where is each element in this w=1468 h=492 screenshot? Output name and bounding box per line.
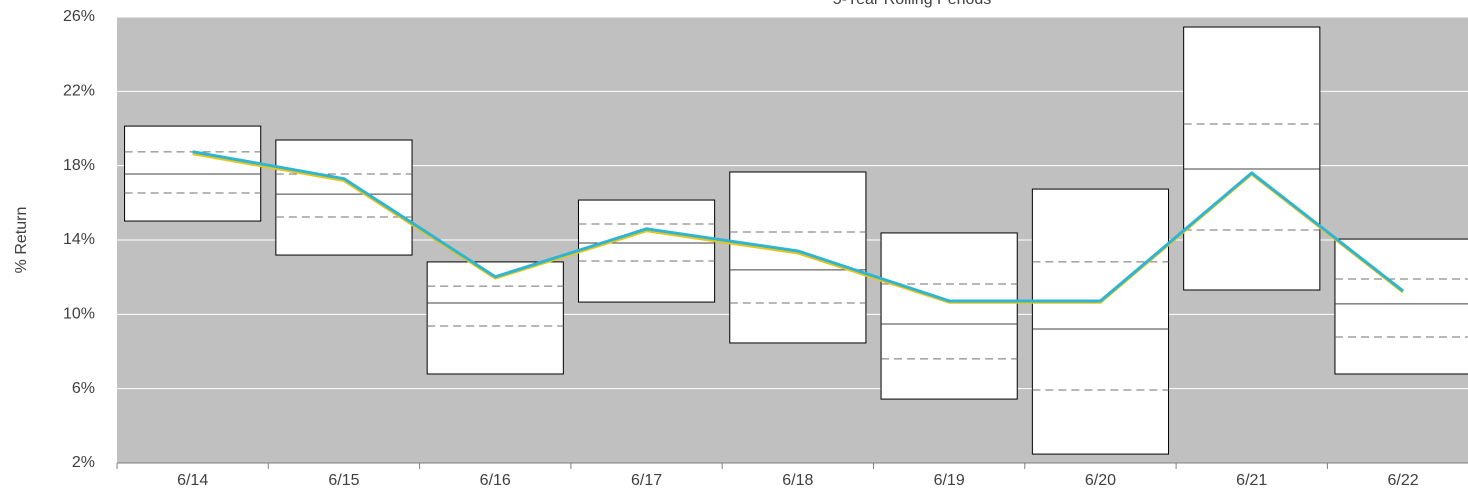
y-tick-label: 18% xyxy=(63,157,95,174)
box xyxy=(1031,188,1170,455)
x-tick-label: 6/17 xyxy=(631,472,662,489)
x-tick-label: 6/19 xyxy=(934,472,965,489)
box xyxy=(1334,238,1468,375)
x-tick-label: 6/14 xyxy=(177,472,208,489)
x-tick-label: 6/16 xyxy=(480,472,511,489)
y-axis-label: % Return xyxy=(13,207,30,274)
x-tick-label: 6/22 xyxy=(1387,472,1418,489)
y-tick-label: 22% xyxy=(63,83,95,100)
y-tick-label: 14% xyxy=(63,231,95,248)
x-tick-label: 6/20 xyxy=(1085,472,1116,489)
y-tick-label: 10% xyxy=(63,306,95,323)
box xyxy=(577,199,716,303)
box xyxy=(729,171,867,344)
series-line xyxy=(192,150,1404,303)
x-tick-label: 6/18 xyxy=(782,472,813,489)
y-tick-label: 6% xyxy=(72,380,95,397)
box xyxy=(880,232,1018,400)
box xyxy=(1183,26,1321,291)
x-tick-label: 6/15 xyxy=(328,472,359,489)
y-tick-label: 2% xyxy=(72,454,95,471)
box xyxy=(426,261,564,375)
x-tick-label: 6/21 xyxy=(1236,472,1267,489)
box xyxy=(275,139,413,256)
chart-title: 5-Year Rolling Periods xyxy=(833,0,992,8)
y-tick-label: 26% xyxy=(63,8,95,25)
